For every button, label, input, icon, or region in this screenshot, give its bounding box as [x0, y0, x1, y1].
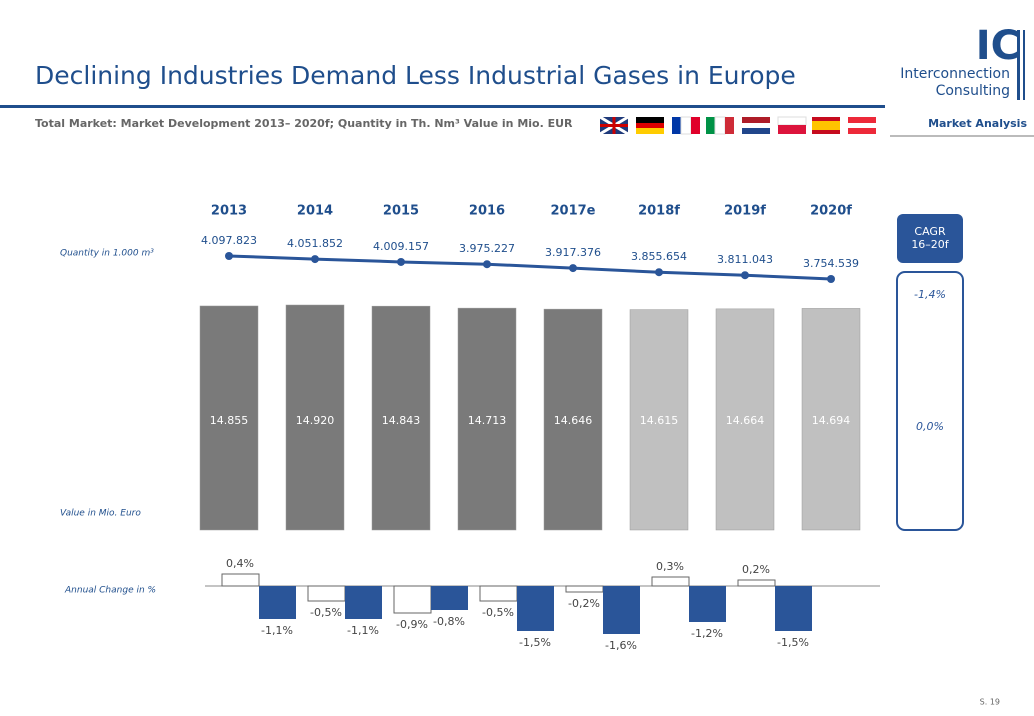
data-label: 14.664	[726, 414, 765, 427]
title: Declining Industries Demand Less Industr…	[35, 61, 796, 90]
data-label: 0,3%	[656, 560, 684, 573]
change-bar	[565, 585, 604, 593]
change-bar	[259, 586, 296, 619]
data-label: -0,9%	[396, 618, 428, 631]
bar	[715, 308, 775, 531]
line	[228, 254, 832, 281]
cagr-head	[897, 214, 963, 263]
x-tick-label: 2017e	[551, 204, 596, 219]
line-point	[311, 255, 319, 264]
change-bar	[737, 579, 776, 587]
data-label: 14.713	[468, 414, 507, 427]
cagr-value: -1,4%	[914, 288, 946, 301]
x-tick-label: 2019f	[724, 204, 766, 219]
logo-line: Consulting	[936, 83, 1010, 99]
data-label: 3.754.539	[803, 257, 859, 270]
data-label: 14.646	[554, 414, 593, 427]
bar	[199, 305, 259, 531]
change-bar	[517, 586, 554, 631]
axis-label: Annual Change in %	[64, 586, 156, 596]
data-label: -0,2%	[568, 597, 600, 610]
data-label: -1,5%	[777, 636, 809, 649]
data-label: -1,1%	[347, 624, 379, 637]
change-bar	[689, 586, 726, 622]
x-tick-label: 2020f	[810, 204, 852, 219]
data-label: -0,5%	[482, 606, 514, 619]
data-label: 14.843	[382, 414, 421, 427]
x-tick-label: 2015	[383, 204, 419, 219]
data-label: 3.855.654	[631, 250, 687, 263]
change-bar	[221, 573, 260, 587]
cagr-label: 16–20f	[911, 238, 949, 251]
logo-bar	[1017, 30, 1020, 100]
line-point	[827, 275, 835, 283]
data-label: 14.920	[296, 414, 335, 427]
data-label: 4.009.157	[373, 240, 429, 253]
cagr-label: CAGR	[914, 225, 946, 238]
bar	[371, 305, 431, 531]
data-label: 3.811.043	[717, 253, 773, 266]
bar	[801, 308, 861, 531]
logo-bar	[1023, 30, 1025, 100]
data-label: 14.694	[812, 414, 851, 427]
logo-mark: IC	[976, 23, 1020, 69]
section-rule	[890, 135, 1034, 137]
change-bar	[603, 586, 640, 634]
change-bar	[651, 576, 690, 587]
x-tick-label: 2016	[469, 204, 505, 219]
line-point	[569, 264, 577, 273]
header-rule	[0, 105, 885, 108]
data-label: -1,1%	[261, 624, 293, 637]
data-label: 3.917.376	[545, 246, 601, 259]
series-label: Quantity in 1.000 m³	[60, 249, 154, 259]
data-label: -1,5%	[519, 636, 551, 649]
line-point	[397, 257, 405, 266]
bar	[457, 307, 517, 531]
change-bar	[307, 585, 346, 602]
data-label: 14.855	[210, 414, 249, 427]
line-point	[655, 268, 663, 277]
bar	[543, 308, 603, 531]
change-bar	[775, 586, 812, 631]
change-bar	[393, 585, 432, 614]
data-label: 4.097.823	[201, 234, 257, 247]
data-label: 14.615	[640, 414, 679, 427]
cagr-box	[896, 271, 964, 531]
data-label: 4.051.852	[287, 237, 343, 250]
bar	[285, 304, 345, 531]
change-bar	[431, 586, 468, 610]
data-label: -0,8%	[433, 615, 465, 628]
line-point	[741, 271, 749, 280]
data-label: -1,2%	[691, 627, 723, 640]
line-point	[483, 260, 491, 269]
section: Market Analysis	[928, 117, 1027, 130]
logo-line: Interconnection	[900, 66, 1010, 82]
line-point	[225, 252, 233, 260]
data-label: 3.975.227	[459, 242, 515, 255]
x-tick-label: 2014	[297, 204, 333, 219]
data-label: -0,5%	[310, 606, 342, 619]
flags	[599, 115, 876, 136]
data-label: -1,6%	[605, 639, 637, 652]
change-bar	[345, 586, 382, 619]
subtitle: Total Market: Market Development 2013– 2…	[35, 117, 573, 130]
x-tick-label: 2013	[211, 204, 247, 219]
data-label: 0,2%	[742, 563, 770, 576]
x-tick-label: 2018f	[638, 204, 680, 219]
page-number: S. 19	[980, 698, 1000, 707]
change-bar	[479, 585, 518, 602]
cagr-value: 0,0%	[916, 420, 944, 433]
bar	[629, 309, 689, 531]
data-label: 0,4%	[226, 557, 254, 570]
series-label: Value in Mio. Euro	[60, 509, 141, 519]
